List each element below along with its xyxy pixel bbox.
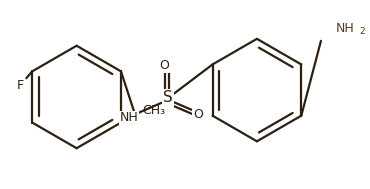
Text: S: S <box>164 91 173 105</box>
Text: CH₃: CH₃ <box>143 104 166 117</box>
Text: NH: NH <box>336 22 354 36</box>
Text: 2: 2 <box>359 27 365 36</box>
Text: NH: NH <box>120 111 138 124</box>
Text: O: O <box>193 108 203 121</box>
Text: F: F <box>17 79 24 92</box>
Text: O: O <box>159 59 169 72</box>
